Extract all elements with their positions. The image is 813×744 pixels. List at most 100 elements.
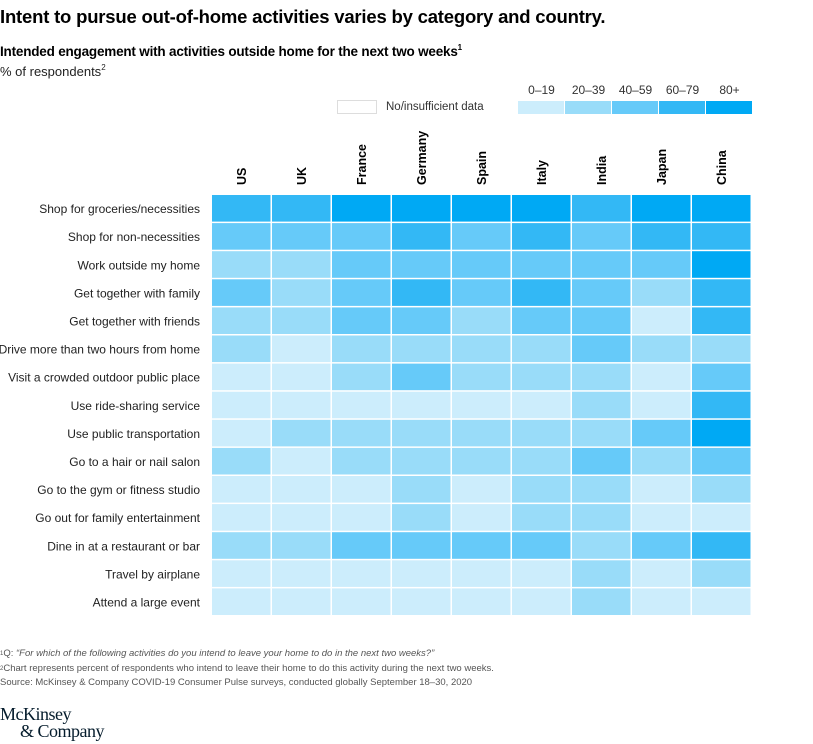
heatmap-cell-shop-for-groceries-necessities-japan [632,195,691,222]
heatmap-cell-get-together-with-friends-italy [512,307,571,334]
heatmap-cell-get-together-with-family-germany [392,279,451,306]
row-label-shop-for-groceries-necessities: Shop for groceries/necessities [39,202,200,216]
heatmap-cell-work-outside-my-home-spain [452,251,511,278]
heatmap-cell-go-to-the-gym-or-fitness-studio-spain [452,476,511,503]
heatmap-cell-dine-in-at-a-restaurant-or-bar-uk [272,532,331,559]
column-label-us: US [235,168,249,185]
heatmap-cell-get-together-with-friends-spain [452,307,511,334]
heatmap-cell-go-to-a-hair-or-nail-salon-india [572,447,631,475]
heatmap-cell-use-ride-sharing-service-us [212,391,271,419]
heatmap-cell-drive-more-than-two-hours-from-home-uk [272,335,331,363]
heatmap-cell-go-out-for-family-entertainment-china [692,504,751,531]
heatmap-cell-drive-more-than-two-hours-from-home-india [572,335,631,363]
heatmap-cell-dine-in-at-a-restaurant-or-bar-china [692,532,751,559]
heatmap-cell-attend-a-large-event-italy [512,588,571,615]
subtitle-footnote-marker: 1 [457,43,462,52]
heatmap-cell-work-outside-my-home-us [212,251,271,278]
heatmap-cell-get-together-with-friends-germany [392,307,451,334]
heatmap-cell-go-out-for-family-entertainment-france [332,504,391,531]
legend-no-data-swatch [337,100,377,114]
heatmap-cell-travel-by-airplane-uk [272,560,331,587]
heatmap-cell-go-out-for-family-entertainment-spain [452,504,511,531]
heatmap-cell-use-ride-sharing-service-italy [512,391,571,419]
heatmap-cell-shop-for-groceries-necessities-germany [392,195,451,222]
heatmap-cell-go-out-for-family-entertainment-italy [512,504,571,531]
heatmap-cell-get-together-with-family-uk [272,279,331,306]
heatmap-cell-use-public-transportation-japan [632,419,691,447]
heatmap-cell-go-to-a-hair-or-nail-salon-germany [392,447,451,475]
footnote-1: 1Q: “For which of the following activiti… [0,647,494,662]
heatmap-cell-use-public-transportation-india [572,419,631,447]
heatmap-chart: US UK France Germany Spain Italy India Japan Chi… [0,131,751,615]
legend-label-80-plus: 80+ [719,83,740,97]
heatmap-cell-use-public-transportation-france [332,419,391,447]
heatmap-cell-go-to-the-gym-or-fitness-studio-uk [272,476,331,503]
heatmap-cell-get-together-with-friends-france [332,307,391,334]
heatmap-cell-travel-by-airplane-spain [452,560,511,587]
heatmap-cell-get-together-with-friends-us [212,307,271,334]
column-label-india: India [595,155,609,185]
heatmap-cell-go-to-a-hair-or-nail-salon-japan [632,447,691,475]
heatmap-cell-get-together-with-friends-china [692,307,751,334]
row-label-travel-by-airplane: Travel by airplane [105,567,200,581]
heatmap-cell-use-ride-sharing-service-spain [452,391,511,419]
heatmap-cell-travel-by-airplane-china [692,560,751,587]
heatmap-cell-dine-in-at-a-restaurant-or-bar-italy [512,532,571,559]
heatmap-cell-visit-a-crowded-outdoor-public-place-india [572,363,631,391]
column-label-japan: Japan [655,149,669,185]
legend-swatch-80-plus [706,101,752,114]
heatmap-cell-dine-in-at-a-restaurant-or-bar-spain [452,532,511,559]
heatmap-cell-drive-more-than-two-hours-from-home-france [332,335,391,363]
heatmap-cell-attend-a-large-event-spain [452,588,511,615]
row-label-go-to-a-hair-or-nail-salon: Go to a hair or nail salon [69,455,200,469]
heatmap-cell-attend-a-large-event-us [212,588,271,615]
heatmap-cell-use-public-transportation-us [212,419,271,447]
heatmap-cell-go-out-for-family-entertainment-us [212,504,271,531]
row-label-go-to-the-gym-or-fitness-studio: Go to the gym or fitness studio [37,483,200,497]
heatmap-cell-visit-a-crowded-outdoor-public-place-uk [272,363,331,391]
footnote-1-prefix: Q: [3,648,17,659]
legend-swatch-20-39 [565,101,611,114]
heatmap-cell-work-outside-my-home-japan [632,251,691,278]
unit-label: % of respondents2 [0,63,106,79]
heatmap-cell-drive-more-than-two-hours-from-home-us [212,335,271,363]
heatmap-cell-attend-a-large-event-france [332,588,391,615]
heatmap-cell-drive-more-than-two-hours-from-home-spain [452,335,511,363]
heatmap-cell-shop-for-groceries-necessities-italy [512,195,571,222]
heatmap-cell-visit-a-crowded-outdoor-public-place-us [212,363,271,391]
heatmap-cell-visit-a-crowded-outdoor-public-place-spain [452,363,511,391]
heatmap-cell-shop-for-non-necessities-italy [512,223,571,250]
heatmap-cell-work-outside-my-home-germany [392,251,451,278]
heatmap-cell-shop-for-groceries-necessities-india [572,195,631,222]
legend-no-data: No/insufficient data [337,100,484,114]
legend-swatch-60-79 [659,101,705,114]
heatmap-cell-go-to-a-hair-or-nail-salon-france [332,447,391,475]
column-label-spain: Spain [475,151,489,185]
heatmap-cell-shop-for-groceries-necessities-us [212,195,271,222]
heatmap-cell-shop-for-non-necessities-france [332,223,391,250]
heatmap-cell-dine-in-at-a-restaurant-or-bar-india [572,532,631,559]
heatmap-cell-work-outside-my-home-uk [272,251,331,278]
footnote-2-marker: 2 [0,665,4,672]
heatmap-cell-get-together-with-friends-uk [272,307,331,334]
heatmap-cell-attend-a-large-event-uk [272,588,331,615]
row-label-get-together-with-family: Get together with family [74,286,200,300]
row-label-use-ride-sharing-service: Use ride-sharing service [71,399,201,413]
row-label-attend-a-large-event: Attend a large event [93,595,201,609]
heatmap-cell-get-together-with-family-spain [452,279,511,306]
heatmap-cell-shop-for-groceries-necessities-france [332,195,391,222]
heatmap-cell-go-to-the-gym-or-fitness-studio-india [572,476,631,503]
heatmap-cell-travel-by-airplane-india [572,560,631,587]
heatmap-cell-shop-for-non-necessities-us [212,223,271,250]
footnote-1-marker: 1 [0,651,4,657]
legend-swatches [518,101,753,114]
heatmap-cell-drive-more-than-two-hours-from-home-china [692,335,751,363]
heatmap-cell-visit-a-crowded-outdoor-public-place-germany [392,363,451,391]
row-label-work-outside-my-home: Work outside my home [78,258,201,272]
heatmap-cell-visit-a-crowded-outdoor-public-place-japan [632,363,691,391]
legend-swatch-0-19 [518,101,564,114]
mckinsey-logo: McKinsey & Company [0,705,105,740]
heatmap-cell-use-ride-sharing-service-india [572,391,631,419]
subtitle-text: Intended engagement with activities outs… [0,44,458,59]
heatmap-cell-dine-in-at-a-restaurant-or-bar-france [332,532,391,559]
